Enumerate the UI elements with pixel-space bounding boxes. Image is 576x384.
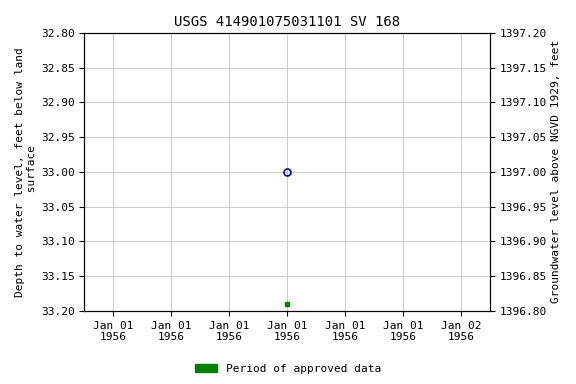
Y-axis label: Groundwater level above NGVD 1929, feet: Groundwater level above NGVD 1929, feet bbox=[551, 40, 561, 303]
Y-axis label: Depth to water level, feet below land
 surface: Depth to water level, feet below land su… bbox=[15, 47, 37, 297]
Legend: Period of approved data: Period of approved data bbox=[191, 359, 385, 379]
Title: USGS 414901075031101 SV 168: USGS 414901075031101 SV 168 bbox=[174, 15, 400, 29]
